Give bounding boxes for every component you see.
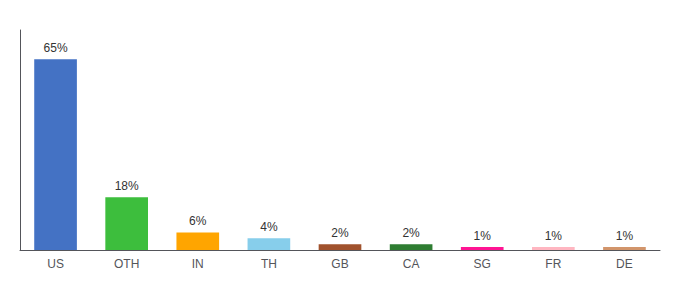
svg-text:65%: 65% [44,41,68,55]
svg-text:TH: TH [261,257,277,271]
svg-text:FR: FR [545,257,561,271]
svg-text:SG: SG [474,257,491,271]
svg-text:4%: 4% [260,220,278,234]
svg-text:DE: DE [616,257,633,271]
svg-text:GB: GB [331,257,348,271]
svg-text:6%: 6% [189,214,207,228]
svg-text:OTH: OTH [114,257,139,271]
svg-text:US: US [47,257,64,271]
svg-text:1%: 1% [545,229,563,243]
svg-text:CA: CA [403,257,420,271]
svg-text:18%: 18% [115,179,139,193]
svg-text:1%: 1% [474,229,492,243]
svg-text:2%: 2% [402,226,420,240]
svg-text:1%: 1% [616,229,634,243]
svg-text:2%: 2% [331,226,349,240]
svg-text:IN: IN [192,257,204,271]
